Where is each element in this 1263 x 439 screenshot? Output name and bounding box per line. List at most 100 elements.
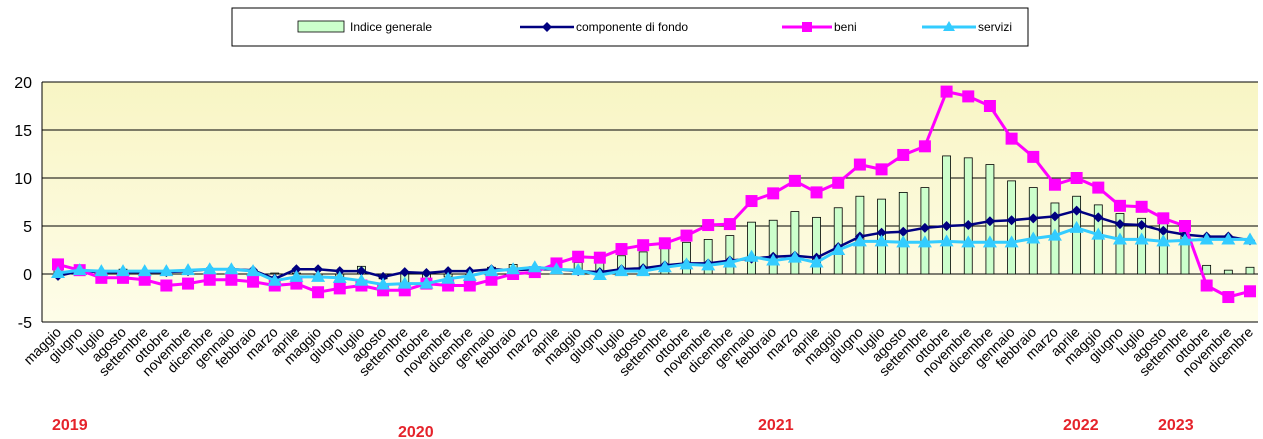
marker-beni [788, 174, 801, 187]
marker-beni [203, 273, 216, 286]
marker-beni [160, 279, 173, 292]
marker-servizi [354, 273, 369, 286]
marker-servizi [1134, 232, 1149, 245]
marker-componente-di-fondo [898, 226, 909, 237]
line-series [51, 85, 1257, 304]
marker-servizi [419, 276, 434, 289]
marker-componente-di-fondo [443, 266, 454, 277]
marker-componente-di-fondo [919, 222, 930, 233]
marker-servizi [657, 260, 672, 273]
marker-beni [962, 90, 975, 103]
marker-beni [1222, 291, 1235, 304]
marker-servizi [332, 270, 347, 283]
marker-servizi [224, 262, 239, 275]
marker-servizi [527, 260, 542, 273]
marker-servizi [116, 264, 131, 277]
marker-servizi [1221, 232, 1236, 245]
legend-box [231, 7, 1029, 47]
marker-beni [182, 277, 195, 290]
marker-beni [767, 187, 780, 200]
bar-indice-generale [1072, 195, 1082, 275]
marker-componente-di-fondo [1114, 219, 1125, 230]
legend-swatch-bar [297, 20, 345, 33]
y-tick-label: 20 [14, 75, 32, 92]
marker-componente-di-fondo [1028, 213, 1039, 224]
y-tick-label: -5 [18, 315, 32, 332]
bar-indice-generale [812, 216, 821, 275]
marker-servizi [701, 258, 716, 271]
marker-beni [658, 237, 671, 250]
marker-servizi [549, 262, 564, 275]
marker-servizi [202, 262, 217, 275]
marker-servizi [506, 262, 521, 275]
marker-servizi [1026, 231, 1041, 244]
marker-componente-di-fondo [963, 220, 974, 231]
marker-servizi [267, 273, 282, 286]
marker-beni [1200, 279, 1213, 292]
year-label: 2021 [758, 417, 794, 434]
marker-servizi [1004, 235, 1019, 248]
y-tick-labels: 20 15 10 5 0 -5 [14, 75, 32, 332]
legend-marker-triangle [943, 21, 955, 31]
marker-beni [1178, 220, 1191, 232]
marker-componente-di-fondo [1093, 212, 1104, 223]
legend-item-beni: beni [782, 20, 857, 34]
bar-indice-generale [790, 211, 800, 275]
bar-indice-generale [768, 219, 778, 275]
marker-servizi [1177, 233, 1192, 246]
bar-indice-generale [942, 155, 951, 275]
marker-beni [333, 282, 346, 295]
y-tick-label: 10 [14, 171, 32, 188]
bar-indice-generale [725, 235, 735, 275]
marker-beni [138, 273, 151, 286]
marker-beni [918, 140, 931, 153]
marker-beni [225, 273, 238, 286]
marker-beni [1092, 181, 1105, 194]
marker-servizi [592, 267, 607, 280]
marker-servizi [376, 277, 391, 290]
marker-beni [810, 186, 823, 199]
marker-beni [572, 250, 585, 263]
marker-servizi [982, 235, 997, 248]
series-servizi [51, 220, 1257, 290]
bar-indice-generale [1007, 180, 1016, 275]
marker-servizi [766, 253, 781, 266]
marker-componente-di-fondo [356, 266, 367, 277]
marker-servizi [722, 255, 737, 268]
marker-servizi [289, 269, 304, 282]
marker-componente-di-fondo [1049, 211, 1060, 222]
y-tick-label: 0 [23, 267, 32, 284]
marker-componente-di-fondo [291, 264, 302, 275]
marker-beni [615, 243, 628, 256]
y-tick-label: 5 [23, 219, 32, 236]
year-label: 2022 [1063, 417, 1099, 434]
bar-indice-generale [747, 221, 756, 275]
year-label: 2020 [398, 424, 434, 439]
marker-beni [52, 258, 64, 271]
x-tick-labels: maggiogiugnoluglioagostosettembreottobre… [20, 324, 1256, 379]
bar-indice-generale [1028, 187, 1038, 275]
marker-beni [247, 275, 260, 288]
bar-indice-generale [833, 207, 843, 275]
marker-servizi [181, 263, 196, 276]
marker-servizi [679, 257, 694, 270]
marker-servizi [571, 263, 586, 276]
bar-indice-generale [1137, 217, 1147, 275]
marker-servizi [614, 264, 629, 277]
marker-servizi [852, 234, 867, 247]
marker-beni [1157, 212, 1170, 225]
marker-servizi [462, 268, 477, 281]
marker-servizi [744, 249, 759, 262]
marker-servizi [896, 235, 911, 248]
marker-servizi [159, 264, 174, 277]
marker-componente-di-fondo [941, 221, 952, 231]
marker-componente-di-fondo [876, 227, 887, 238]
marker-beni [1005, 132, 1018, 145]
y-tick-label: 15 [14, 123, 32, 140]
marker-componente-di-fondo [313, 264, 324, 275]
marker-beni [832, 176, 845, 189]
legend-label: Indice generale [350, 20, 432, 34]
marker-servizi [1047, 228, 1062, 241]
marker-beni [312, 286, 325, 299]
